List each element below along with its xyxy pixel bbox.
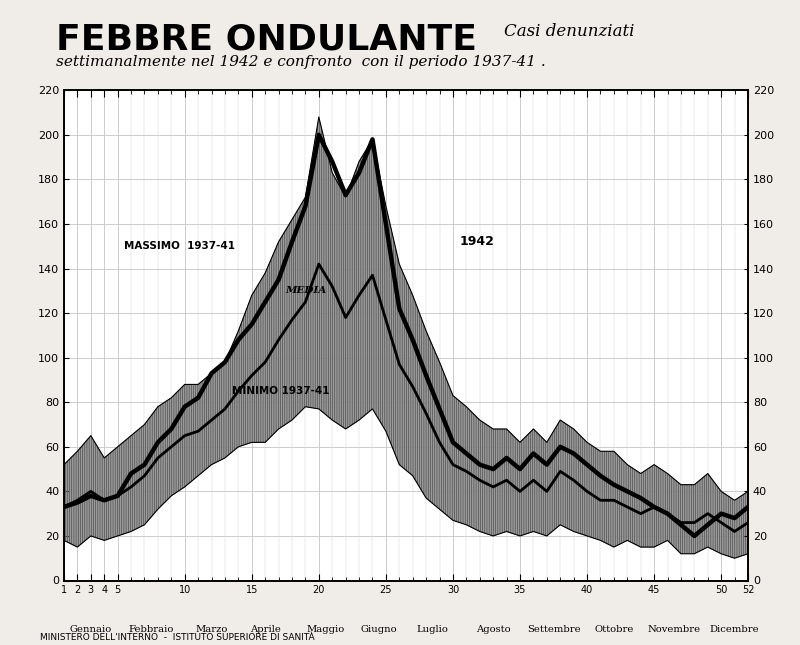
Text: MASSIMO  1937-41: MASSIMO 1937-41	[124, 241, 235, 252]
Text: Novembre: Novembre	[648, 625, 701, 634]
Text: 1942: 1942	[460, 235, 494, 248]
Text: MINISTERO DELL'INTERNO  -  ISTITUTO SUPERIORE DI SANITÀ: MINISTERO DELL'INTERNO - ISTITUTO SUPERI…	[40, 633, 314, 642]
Text: Maggio: Maggio	[306, 625, 345, 634]
Text: settimanalmente nel 1942 e confronto  con il periodo 1937-41 .: settimanalmente nel 1942 e confronto con…	[56, 55, 546, 69]
Text: Agosto: Agosto	[476, 625, 510, 634]
Text: Ottobre: Ottobre	[594, 625, 634, 634]
Text: Settembre: Settembre	[526, 625, 580, 634]
Text: Febbraio: Febbraio	[129, 625, 174, 634]
Text: FEBBRE ONDULANTE: FEBBRE ONDULANTE	[56, 23, 477, 57]
Text: Luglio: Luglio	[417, 625, 449, 634]
Text: Giugno: Giugno	[361, 625, 398, 634]
Text: Aprile: Aprile	[250, 625, 281, 634]
Text: Dicembre: Dicembre	[710, 625, 759, 634]
Text: Casi denunziati: Casi denunziati	[504, 23, 634, 39]
Text: Marzo: Marzo	[195, 625, 228, 634]
Text: MINIMO 1937-41: MINIMO 1937-41	[232, 386, 329, 396]
Text: Gennaio: Gennaio	[70, 625, 112, 634]
Text: MEDIA: MEDIA	[286, 286, 326, 295]
